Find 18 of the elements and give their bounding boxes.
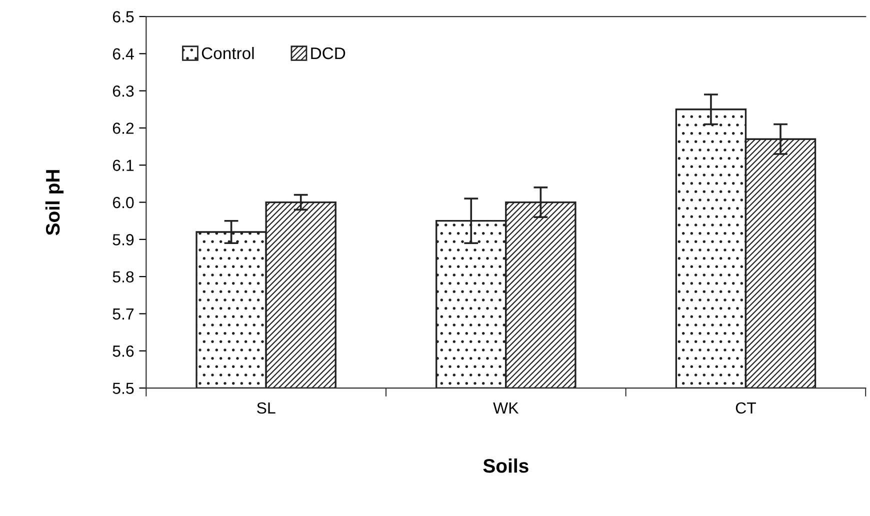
y-tick-label: 5.5 [112, 382, 134, 394]
legend-label: Control [202, 46, 254, 60]
x-tick-label: CT [736, 402, 756, 414]
legend-label: DCD [311, 47, 346, 60]
y-tick-label: 6.2 [112, 122, 134, 134]
y-tick-label: 6.3 [112, 85, 134, 97]
y-tick-label: 6.5 [112, 11, 134, 22]
y-tick-label: 6.1 [112, 160, 134, 172]
y-tick-label: 5.7 [112, 308, 134, 320]
x-tick-label: WK [493, 402, 519, 414]
x-tick-label: SL [257, 402, 276, 414]
y-tick-label: 5.8 [112, 271, 134, 283]
y-tick-label: 5.6 [112, 346, 134, 357]
x-axis-title: Soils [483, 458, 528, 473]
y-axis-title: Soil pH [45, 170, 64, 236]
y-tick-label: 6.4 [112, 48, 134, 60]
y-tick-label: 6.0 [112, 196, 134, 208]
y-tick-label: 5.9 [112, 234, 134, 246]
